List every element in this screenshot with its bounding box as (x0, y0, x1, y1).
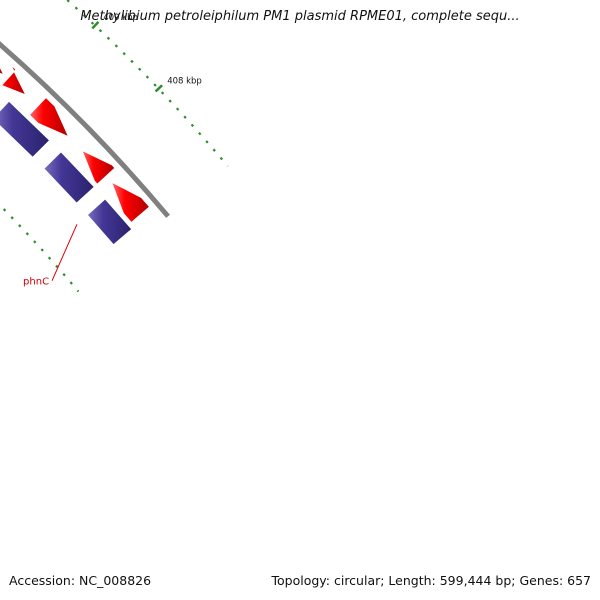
feature-block-5 (43, 151, 96, 204)
ruler-tick-408 (154, 84, 163, 93)
cds-arrow-11 (80, 149, 116, 185)
feature-track (0, 100, 133, 246)
map-title: Methylibium petroleiphilum PM1 plasmid R… (80, 9, 520, 24)
ruler-label-408: 408 kbp (167, 76, 202, 86)
feature-block-6 (86, 198, 133, 246)
cds-arrow-8 (0, 66, 5, 76)
gene-label-phnC: phnC (23, 277, 49, 288)
cds-track (0, 64, 151, 224)
accession-text: Accession: NC_008826 (9, 573, 152, 588)
gene-labels: htxLhtxKhtxJhtxIhtxHphnHhtxFhtxEphnC (23, 224, 78, 288)
feature-block-4 (0, 100, 51, 159)
ruler-tick-409 (91, 21, 100, 30)
backbone-line (0, 41, 170, 218)
ruler-ticks: 415 kbp414 kbp413 kbp412 kbp411 kbp410 k… (91, 13, 202, 93)
gene-leader-phnC (51, 224, 78, 281)
sequence-summary: Topology: circular; Length: 599,444 bp; … (271, 573, 592, 588)
ruler-label-409: 409 kbp (103, 13, 138, 23)
cds-arrow-12 (110, 181, 151, 224)
cds-arrow-9 (0, 64, 27, 96)
sequence-backbone (0, 41, 170, 218)
ruler-dotted-lines (0, 0, 229, 293)
cds-arrow-10 (28, 96, 70, 138)
outer-dotted-track (65, 0, 229, 167)
